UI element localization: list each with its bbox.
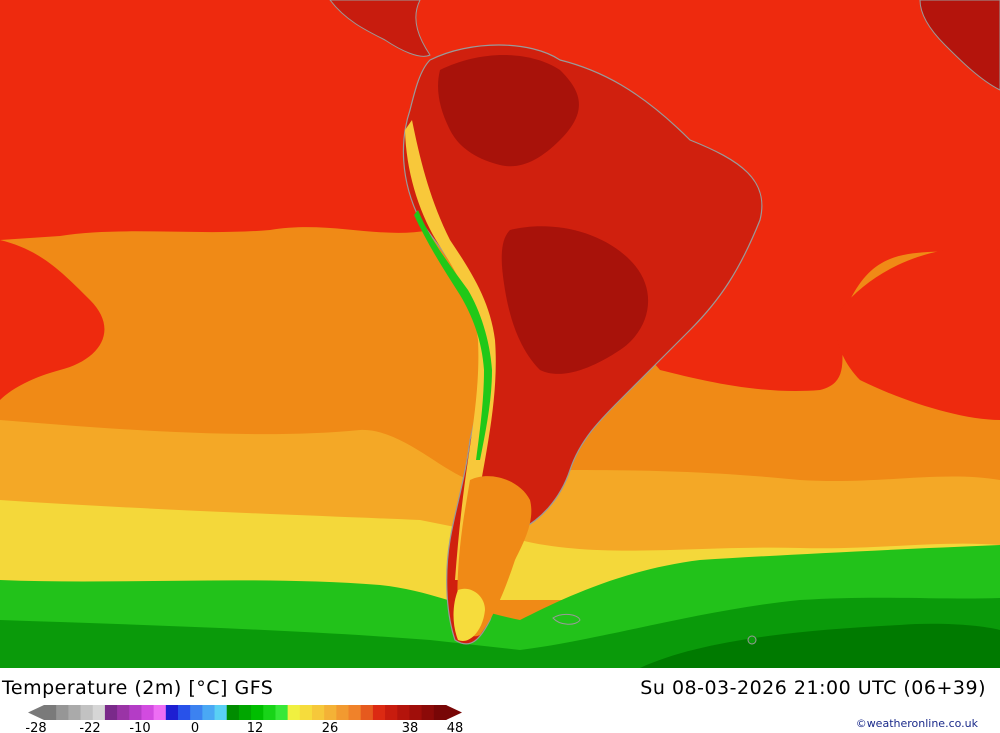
legend-tick-label: 26 [322, 721, 339, 733]
legend-swatch [68, 705, 82, 720]
legend-swatch [165, 705, 179, 720]
legend-swatch [385, 705, 398, 720]
pacific-warm-tongue [0, 240, 105, 400]
legend-tick-label: -10 [129, 721, 150, 733]
legend-swatch [421, 705, 435, 720]
legend-swatch [275, 705, 289, 720]
map-title: Temperature (2m) [°C] GFS [2, 677, 274, 699]
legend-swatch [190, 705, 203, 720]
legend-swatch [153, 705, 167, 720]
legend-swatch [360, 705, 374, 720]
legend-swatch [129, 705, 142, 720]
color-scale-legend: -28 -22 -10 0 12 26 38 48 [25, 705, 464, 733]
atlantic-warm-cell [836, 247, 1000, 420]
central-america-landmass [329, 0, 431, 57]
cold-deepgreen-region [640, 623, 1000, 668]
legend-tick-label: 0 [191, 721, 199, 733]
legend-swatch [263, 705, 276, 720]
legend-swatch [397, 705, 410, 720]
legend-swatch [226, 705, 240, 720]
legend-swatch [433, 705, 447, 720]
legend-swatch [178, 705, 191, 720]
legend-swatch [336, 705, 350, 720]
legend-swatch [299, 705, 313, 720]
legend-swatch [56, 705, 69, 720]
legend-swatch [348, 705, 362, 720]
caption-row: Temperature (2m) [°C] GFS Su 08-03-2026 … [0, 677, 1000, 703]
falkland-islands [552, 613, 581, 625]
legend-arrow-low [28, 705, 44, 720]
amazon-hot-core [438, 55, 579, 167]
legend-swatch [214, 705, 228, 720]
africa-landmass [919, 0, 1000, 91]
legend-tick-label: 12 [247, 721, 264, 733]
legend-swatch [141, 705, 155, 720]
legend-swatch [80, 705, 94, 720]
south-georgia-island [747, 635, 757, 645]
interior-hot-core [501, 226, 649, 374]
source-credit: ©weatheronline.co.uk [855, 717, 978, 730]
temperature-map [0, 0, 1000, 668]
andes-cool-strip [405, 120, 496, 580]
legend-tick-label: 48 [447, 721, 464, 733]
legend-swatch [324, 705, 337, 720]
legend-swatch [44, 705, 57, 720]
legend-swatch [117, 705, 130, 720]
patagonia-yellow [453, 588, 485, 641]
legend-swatch [409, 705, 423, 720]
legend-swatch [238, 705, 252, 720]
valid-time: Su 08-03-2026 21:00 UTC (06+39) [640, 677, 986, 699]
andes-green-strip [414, 210, 492, 460]
legend-swatch [202, 705, 216, 720]
legend-swatch [372, 705, 386, 720]
legend-swatch [312, 705, 325, 720]
legend-swatch [251, 705, 264, 720]
legend-tick-label: -28 [25, 721, 46, 733]
legend-tick-label: 38 [402, 721, 419, 733]
legend-arrow-high [446, 705, 462, 720]
legend-tick-label: -22 [79, 721, 100, 733]
legend-swatch [92, 705, 106, 720]
legend-swatch [287, 705, 301, 720]
legend-swatch [104, 705, 118, 720]
